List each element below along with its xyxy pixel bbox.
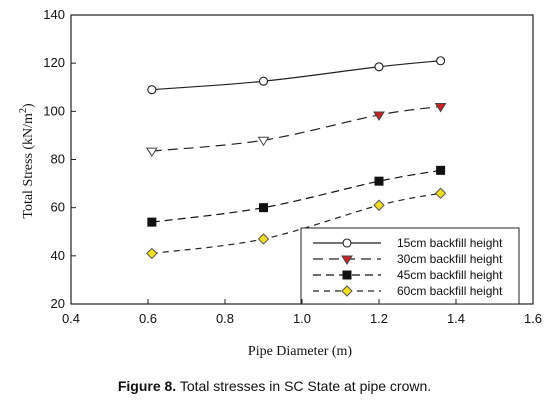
x-tick-label: 0.8: [216, 311, 234, 326]
series-3: [147, 165, 446, 227]
legend-label: 60cm backfill height: [397, 284, 503, 298]
data-point: [436, 165, 446, 175]
data-point: [434, 187, 447, 199]
y-axis-label: Total Stress (kN/m2): [18, 103, 36, 219]
y-tick-label: 20: [51, 296, 65, 311]
legend-entry: 60cm backfill height: [313, 284, 503, 298]
data-point: [374, 176, 384, 186]
data-point: [258, 76, 269, 86]
data-point: [373, 111, 385, 121]
y-tick-label: 100: [43, 103, 65, 118]
data-point: [436, 56, 446, 66]
legend-label: 45cm backfill height: [397, 268, 503, 282]
x-tick-label: 0.4: [62, 311, 80, 326]
legend-entry: 15cm backfill height: [313, 236, 503, 250]
x-axis-label: Pipe Diameter (m): [248, 344, 353, 359]
data-point: [259, 203, 268, 213]
legend-entry: 30cm backfill height: [313, 252, 503, 266]
y-tick-label: 60: [51, 200, 65, 215]
legend-marker: [342, 270, 352, 280]
x-tick-label: 1.0: [293, 311, 311, 326]
x-tick-label: 1.2: [370, 311, 388, 326]
data-point: [257, 136, 270, 147]
series-line: [151, 105, 441, 152]
data-point: [145, 147, 158, 158]
x-tick-label: 1.4: [447, 311, 465, 326]
y-tick-label: 40: [51, 248, 65, 263]
data-point: [146, 247, 158, 260]
data-point: [373, 199, 385, 211]
y-tick-label: 120: [43, 55, 65, 70]
x-tick-label: 0.6: [139, 311, 157, 326]
data-point: [434, 103, 447, 113]
series-line: [151, 60, 441, 91]
stress-line-chart: 15cm backfill height 30cm backfill height…: [18, 7, 542, 359]
legend-label: 15cm backfill height: [397, 236, 503, 250]
y-tick-label: 80: [51, 152, 65, 167]
series-4: [146, 187, 447, 260]
legend-entry: 45cm backfill height: [313, 268, 503, 282]
legend-marker: [342, 238, 352, 248]
series-2: [145, 103, 447, 158]
axis-ticks: 0.4 0.6 0.8 1.0 1.2 1.4 1.6 20 40 60 80 100 120 140: [43, 7, 542, 326]
legend: 15cm backfill height 30cm backfill height…: [300, 227, 520, 305]
data-point: [147, 217, 157, 227]
data-point: [147, 85, 157, 95]
figure-label: Figure 8.: [117, 378, 177, 394]
figure-caption: Figure 8. Total stresses in SC State at …: [0, 378, 549, 394]
y-tick-label: 140: [43, 7, 65, 22]
legend-marker: [341, 255, 353, 265]
series-1: [147, 56, 446, 95]
figure-caption-text: Total stresses in SC State at pipe crown…: [176, 378, 432, 394]
series-layer: [145, 56, 447, 260]
y-axis-label-close: ): [21, 103, 36, 108]
series-line: [151, 192, 441, 255]
legend-label: 30cm backfill height: [397, 252, 503, 266]
x-tick-label: 1.6: [524, 311, 542, 326]
legend-marker: [341, 285, 353, 297]
data-point: [257, 233, 270, 245]
y-axis-label-sup: 2: [18, 108, 29, 113]
data-point: [374, 62, 384, 72]
y-axis-label-main: Total Stress (kN/m: [21, 113, 36, 219]
series-line: [151, 169, 441, 223]
